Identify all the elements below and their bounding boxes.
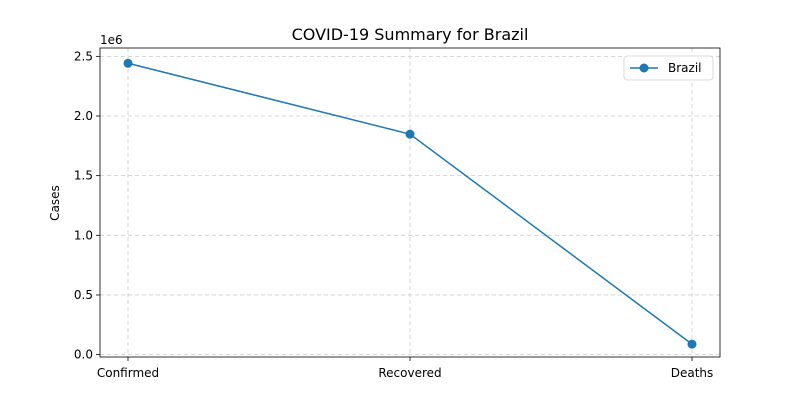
x-tick-label: Recovered — [378, 366, 441, 380]
series-layer — [123, 58, 697, 349]
y-tick-label: 2.0 — [74, 109, 93, 123]
data-point — [687, 339, 697, 349]
y-tick-label: 1.5 — [74, 169, 93, 183]
y-tick-label: 0.0 — [74, 348, 93, 362]
y-offset-label: 1e6 — [100, 33, 123, 47]
ticks: Confirmed Recovered Deaths 0.0 0.5 1.0 1.5 2.0 2… — [74, 49, 713, 380]
data-point — [405, 129, 415, 139]
legend-label: Brazil — [668, 61, 702, 75]
y-tick-label: 1.0 — [74, 228, 93, 242]
chart-title: COVID-19 Summary for Brazil — [292, 25, 529, 44]
legend-box — [623, 55, 714, 81]
x-tick-label: Confirmed — [97, 366, 159, 380]
legend-marker — [639, 63, 649, 73]
grid — [100, 48, 720, 357]
data-point — [123, 58, 133, 68]
y-tick-label: 0.5 — [74, 288, 93, 302]
y-tick-label: 2.5 — [74, 49, 93, 63]
x-tick-label: Deaths — [671, 366, 714, 380]
y-axis-label: Cases — [48, 185, 62, 221]
legend: Brazil — [623, 55, 714, 81]
